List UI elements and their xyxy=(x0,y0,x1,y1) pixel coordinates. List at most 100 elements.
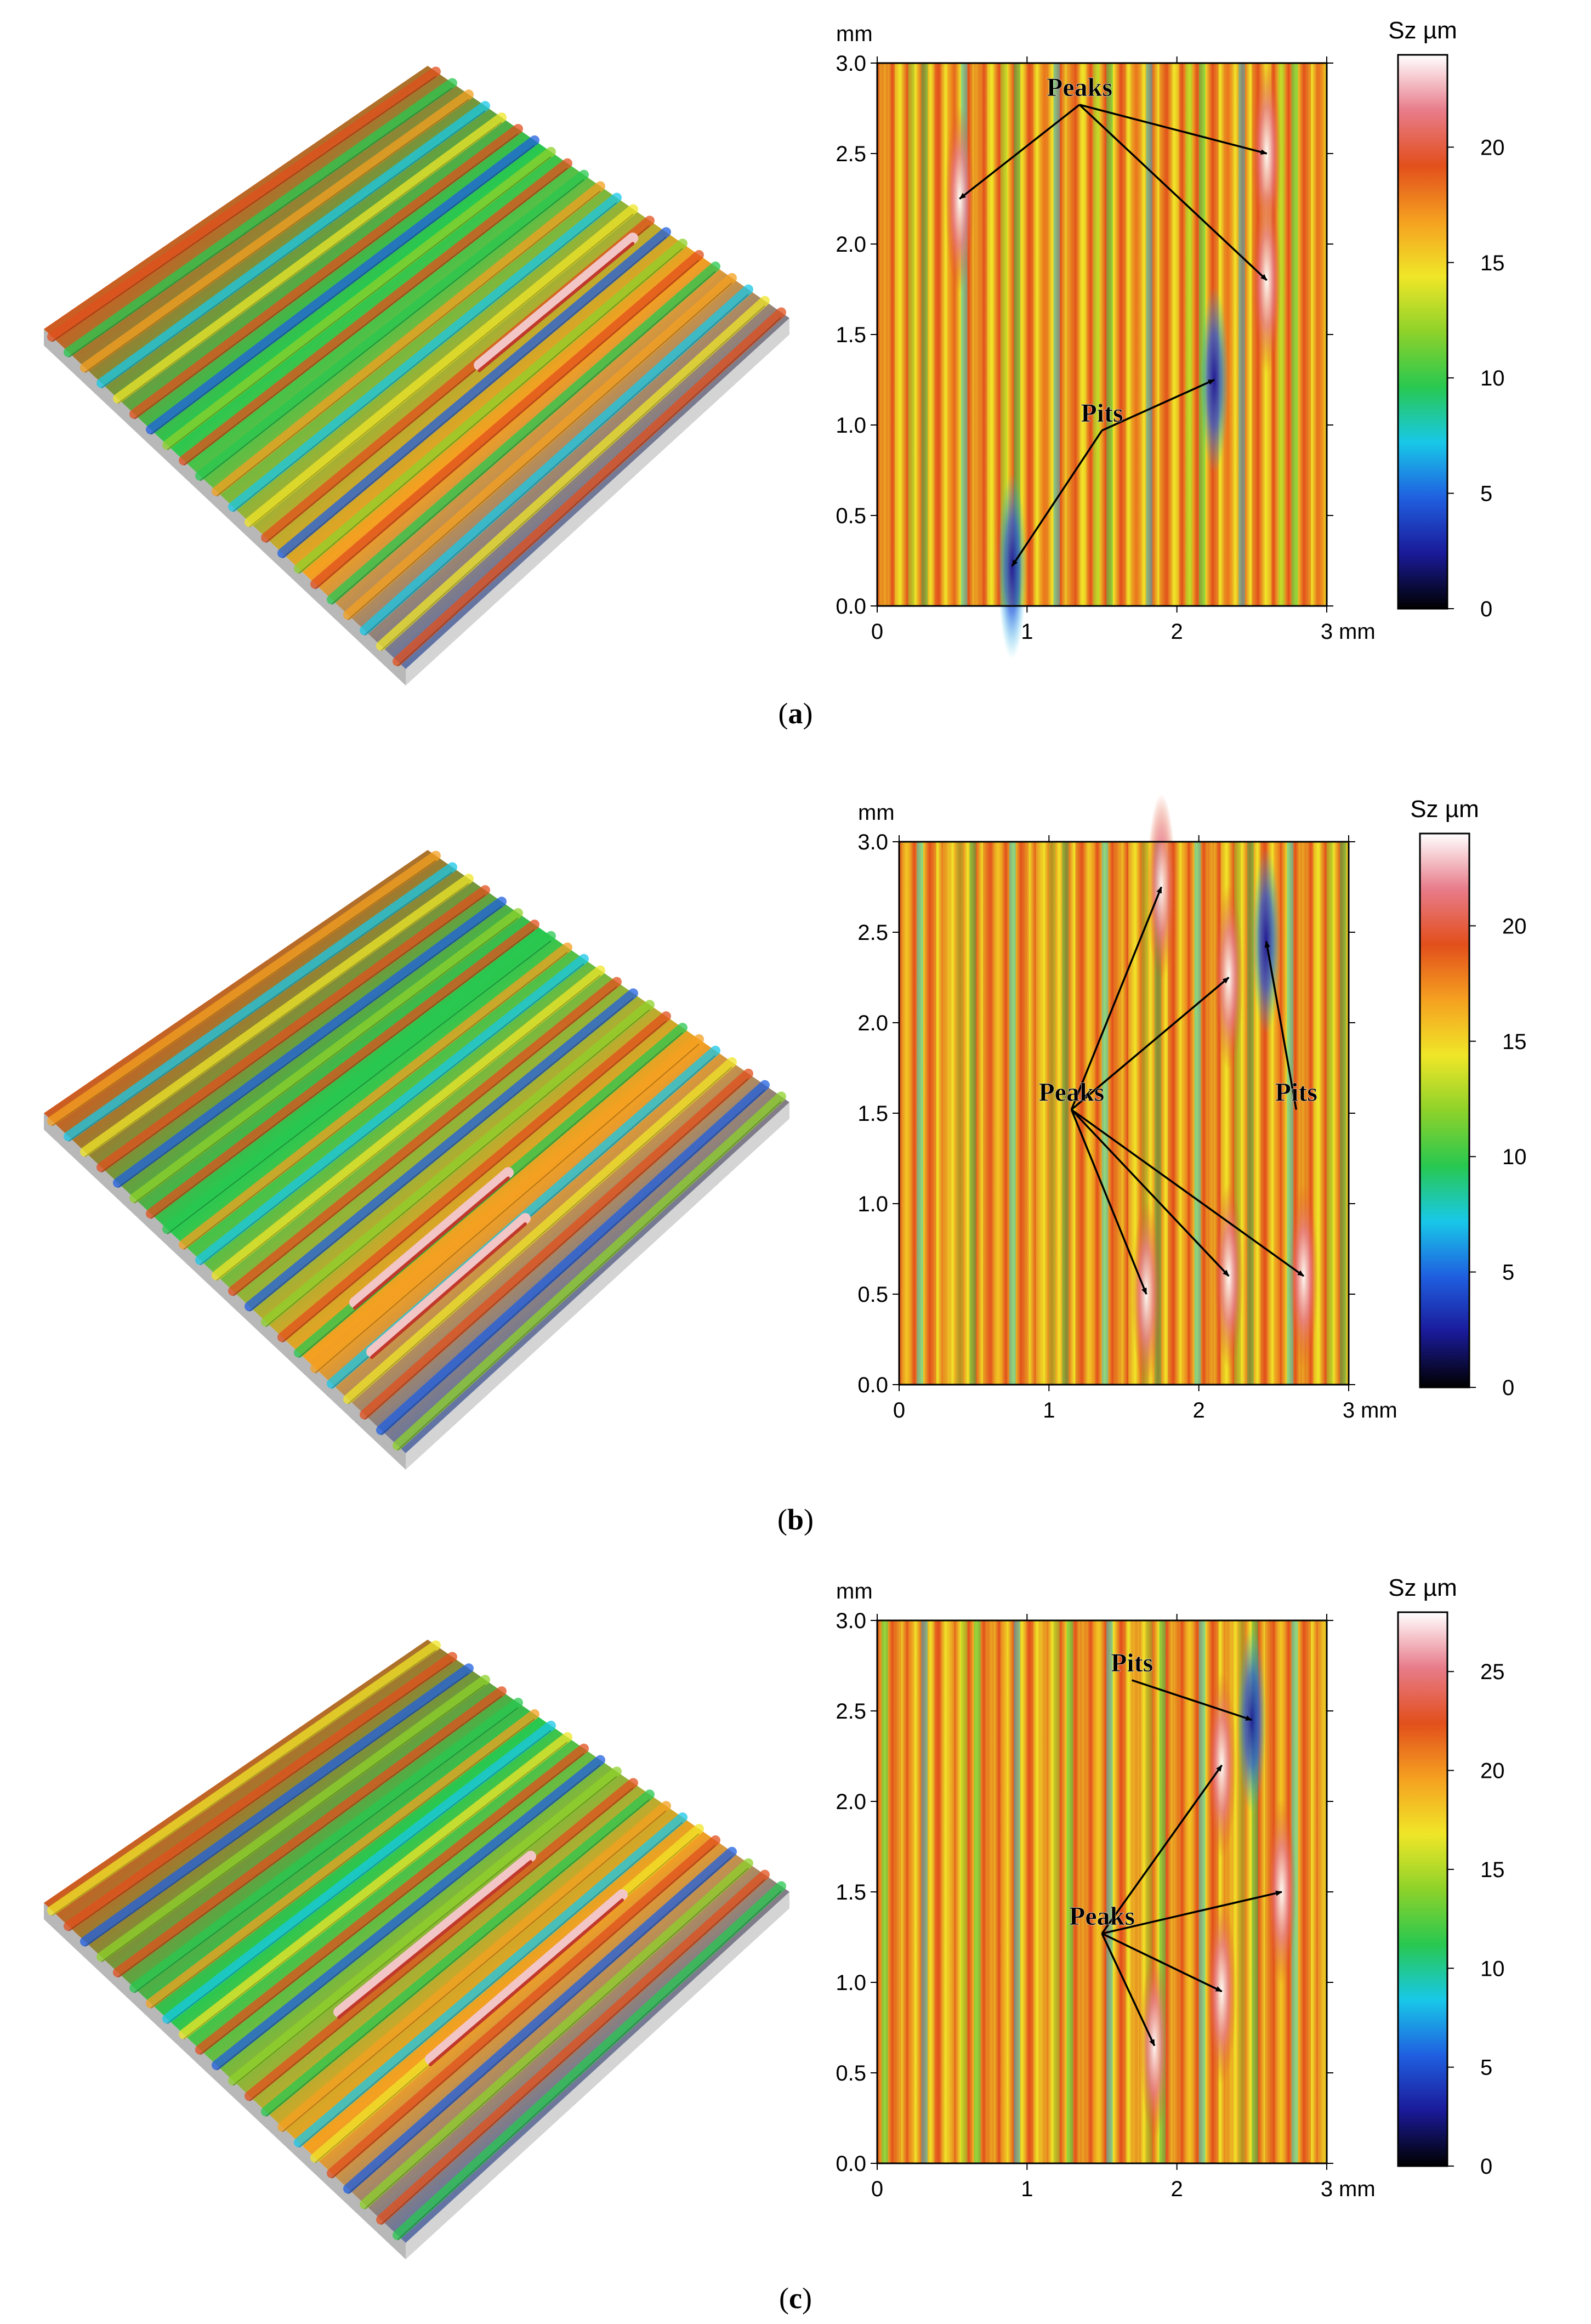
surface-streak xyxy=(1146,1620,1153,2163)
ridge-shadow xyxy=(331,1845,716,2179)
surface-ridge xyxy=(261,1789,655,2117)
surface-streak xyxy=(1220,842,1228,1385)
surface-ridge xyxy=(113,897,507,1188)
y-tick-label: 1.5 xyxy=(836,1880,866,1904)
annotation-arrow xyxy=(1132,1679,1253,1721)
surface-ridge xyxy=(96,885,490,1172)
surface-streak xyxy=(904,842,910,1385)
surface-streak xyxy=(1304,63,1311,606)
surface-ridge xyxy=(228,192,622,512)
surface-streak xyxy=(1172,63,1179,606)
x-tick-label: 3 xyxy=(1321,2177,1333,2201)
ridge-shadow xyxy=(134,133,519,420)
surface-streak xyxy=(1040,63,1047,606)
surface-streak xyxy=(882,63,888,606)
surface-streak xyxy=(1001,1620,1007,2163)
surface-3d-view-c xyxy=(44,1640,789,2259)
surface-streak xyxy=(1062,842,1069,1385)
surface-streak xyxy=(974,1620,981,2163)
surface-streak xyxy=(1133,1620,1139,2163)
surface-ridge xyxy=(179,158,572,466)
ridge-shadow xyxy=(249,1787,634,2102)
surface-ridge xyxy=(376,1869,770,2225)
annotation-arrow xyxy=(959,104,1081,200)
peak-ridge xyxy=(366,1213,531,1358)
surface-streak xyxy=(1115,842,1122,1385)
x-tick-label: 3 xyxy=(1343,1398,1355,1422)
ridge-shadow xyxy=(232,986,617,1296)
surface-streak xyxy=(987,63,994,606)
x-tick-label: 2 xyxy=(1171,620,1183,644)
annotation-arrow xyxy=(1078,104,1268,281)
surface-ridge xyxy=(162,1720,556,2024)
surface-ridge xyxy=(376,296,770,651)
surface-ridge xyxy=(277,1801,671,2132)
surface-ridge xyxy=(360,1858,753,2209)
surface-ridge xyxy=(146,135,539,435)
surface-ridge xyxy=(146,919,539,1219)
surface-ridge xyxy=(47,66,441,342)
annotation-label: Pits xyxy=(1081,399,1123,428)
ridge-shadow xyxy=(200,963,584,1266)
ridge-shadow xyxy=(282,1021,667,1343)
surface-ridge xyxy=(212,181,605,496)
ridge-shadow xyxy=(167,940,552,1235)
annotation-label: Peaks xyxy=(1038,1078,1104,1107)
ridge-shadow xyxy=(68,87,453,358)
y-tick-label: 1.0 xyxy=(836,1971,866,1995)
surface-streak xyxy=(974,63,981,606)
ridge-shadow xyxy=(52,1650,436,1916)
surface-ridge xyxy=(80,89,474,373)
ridge-shadow xyxy=(364,1078,749,1420)
surface-ridge xyxy=(294,1812,687,2147)
surface-ridge xyxy=(113,1686,507,1977)
surface-streak xyxy=(1040,1620,1047,2163)
x-tick-label: 2 xyxy=(1193,1398,1205,1422)
ridge-shadow xyxy=(134,917,519,1204)
surface-front-wall xyxy=(406,1102,789,1470)
x-tick-label: 1 xyxy=(1021,2177,1033,2201)
topography-field xyxy=(899,842,1349,1385)
surface-3d-view-b xyxy=(44,850,789,1470)
surface-streak xyxy=(982,842,990,1385)
ridge-shadow xyxy=(84,99,469,373)
ridge-shadow xyxy=(282,236,667,559)
annotation-arrow xyxy=(1071,1109,1230,1277)
surface-ridge xyxy=(245,1778,638,2101)
ridge-shadow xyxy=(282,1810,667,2133)
x-tick-label: 0 xyxy=(871,2177,883,2201)
surface-streak xyxy=(921,1620,928,2163)
annotation-arrow xyxy=(1101,1890,1282,1935)
surface-ridge xyxy=(179,942,572,1250)
peak-ridge-edge xyxy=(478,242,635,372)
annotation-label: Pits xyxy=(1275,1078,1317,1107)
ridge-shadow xyxy=(380,1879,765,2225)
surface-ridge xyxy=(245,204,638,528)
colorbar-tick-label: 20 xyxy=(1480,135,1505,160)
surface-streak xyxy=(1207,842,1214,1385)
surface-streak xyxy=(1339,842,1346,1385)
colorbar-tick-label: 5 xyxy=(1502,1261,1514,1285)
surface-ridge xyxy=(195,1743,589,2055)
surface-ridge xyxy=(228,977,622,1296)
surface-streak xyxy=(1181,842,1188,1385)
annotation-label: Pits xyxy=(1111,1648,1153,1677)
y-tick-label: 2.0 xyxy=(836,1790,866,1814)
ridge-shadow xyxy=(117,122,502,404)
surface-streak xyxy=(1159,1620,1166,2163)
surface-streak xyxy=(1212,1620,1219,2163)
colorbar-tick-label: 20 xyxy=(1502,914,1527,938)
surface-streak xyxy=(1278,63,1285,606)
ridge-shadow xyxy=(117,1696,502,1978)
y-tick-label: 0.0 xyxy=(836,594,866,619)
surface-streak xyxy=(1079,63,1087,606)
colorbar xyxy=(1397,54,1448,610)
surface-streak xyxy=(1260,842,1267,1385)
surface-streak xyxy=(1313,842,1320,1385)
surface-streak xyxy=(1274,842,1281,1385)
surface-ridge xyxy=(113,112,507,404)
surface-ridge xyxy=(80,1663,474,1947)
ridge-shadow xyxy=(167,156,552,451)
colorbar-tick-label: 10 xyxy=(1502,1145,1527,1169)
